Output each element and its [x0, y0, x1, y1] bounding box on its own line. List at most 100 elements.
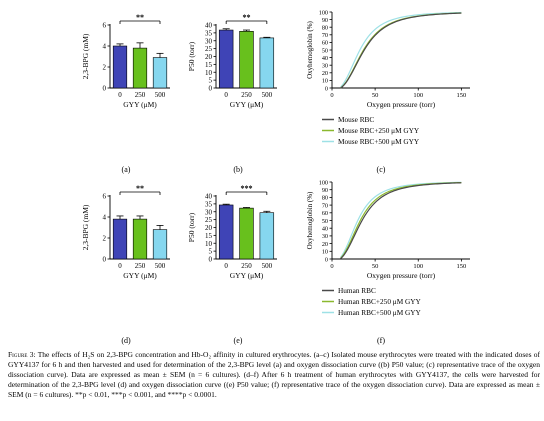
- y-tick-label: 15: [205, 61, 213, 69]
- y-tick-label: 4: [103, 43, 107, 51]
- panel-a-bpg-mouse: 0 2 4 6 0 250 500 ** GYY (μM) 2,3-BPG (mM): [81, 13, 170, 109]
- significance-label: **: [243, 13, 251, 22]
- legend-entry: Mouse RBC: [338, 115, 374, 124]
- y-tick-label: 35: [205, 29, 213, 37]
- y-tick-label: 40: [205, 22, 213, 30]
- x-tick-label: 150: [457, 92, 467, 99]
- y-tick-label: 0: [209, 256, 213, 264]
- legend-entry: Mouse RBC+250 μM GYY: [338, 126, 420, 135]
- x-axis-title: GYY (μM): [123, 271, 157, 280]
- y-tick-label: 20: [322, 70, 328, 77]
- caption-text: The effects of H₂S on 2,3-BPG concentrat…: [8, 350, 540, 399]
- panel-label-b: (b): [233, 165, 243, 174]
- y-tick-label: 6: [103, 193, 107, 201]
- y-tick-label: 4: [103, 214, 107, 222]
- y-tick-label: 70: [322, 32, 328, 39]
- y-tick-label: 100: [319, 179, 328, 186]
- y-tick-label: 35: [205, 200, 213, 208]
- y-tick-label: 0: [103, 85, 107, 93]
- y-tick-label: 60: [322, 210, 328, 217]
- figure-caption: Figure 3: The effects of H₂S on 2,3-BPG …: [8, 350, 540, 400]
- x-axis-title: GYY (μM): [230, 100, 264, 109]
- x-axis-title: GYY (μM): [123, 100, 157, 109]
- significance-label: **: [136, 13, 144, 22]
- x-axis-title: GYY (μM): [230, 271, 264, 280]
- y-tick-label: 20: [322, 241, 328, 248]
- x-tick-label: 500: [155, 262, 166, 270]
- y-tick-label: 30: [322, 63, 328, 70]
- caption-lead: Figure 3:: [8, 350, 36, 359]
- bar: [259, 37, 275, 89]
- y-tick-label: 15: [205, 232, 213, 240]
- curve-series: [340, 181, 462, 259]
- y-tick-label: 10: [322, 249, 328, 256]
- panel-label-d: (d): [121, 336, 131, 345]
- y-tick-label: 2: [103, 235, 107, 243]
- curve-series: [340, 181, 462, 258]
- legend-entry: Human RBC+250 μM GYY: [338, 297, 422, 306]
- y-tick-label: 30: [205, 37, 213, 45]
- y-tick-label: 80: [322, 195, 328, 202]
- y-axis-title: Oxyhemoglobin (%): [306, 20, 314, 78]
- curve-series: [340, 182, 462, 260]
- curve-series: [340, 12, 462, 89]
- panel-d-bpg-human: 0 2 4 6 0 250 500 ** GYY (μM) 2,3-BPG (mM): [81, 184, 170, 280]
- y-tick-label: 20: [205, 53, 213, 61]
- x-tick-label: 0: [118, 91, 122, 99]
- x-tick-label: 0: [118, 262, 122, 270]
- x-tick-label: 0: [330, 263, 333, 270]
- x-tick-label: 0: [224, 262, 228, 270]
- x-tick-label: 150: [457, 263, 467, 270]
- bar: [218, 29, 234, 89]
- x-tick-label: 500: [155, 91, 166, 99]
- curve-series: [340, 12, 462, 89]
- y-tick-label: 10: [205, 240, 213, 248]
- y-tick-label: 90: [322, 187, 328, 194]
- bar: [239, 207, 254, 260]
- y-tick-label: 40: [322, 226, 328, 233]
- y-tick-label: 6: [103, 22, 107, 30]
- y-tick-label: 30: [322, 233, 328, 240]
- y-tick-label: 25: [205, 216, 213, 224]
- y-tick-label: 50: [322, 47, 328, 54]
- x-axis-title: Oxygen pressure (torr): [367, 271, 436, 280]
- y-tick-label: 0: [209, 85, 213, 93]
- legend-entry: Human RBC+500 μM GYY: [338, 308, 422, 317]
- y-tick-label: 90: [322, 17, 328, 24]
- y-axis-title: 2,3-BPG (mM): [81, 204, 90, 250]
- y-tick-label: 25: [205, 45, 213, 53]
- bar: [152, 57, 168, 89]
- y-tick-label: 10: [205, 69, 213, 77]
- x-tick-label: 500: [262, 91, 273, 99]
- y-tick-label: 5: [209, 77, 213, 85]
- y-tick-label: 2: [103, 64, 107, 72]
- y-tick-label: 0: [325, 85, 328, 92]
- bar: [112, 218, 128, 260]
- significance-label: **: [136, 184, 144, 193]
- legend-entry: Human RBC: [338, 286, 376, 295]
- y-axis-title: 2,3-BPG (mM): [81, 33, 90, 79]
- x-tick-label: 250: [241, 262, 252, 270]
- x-tick-label: 250: [135, 91, 146, 99]
- panel-label-c: (c): [377, 165, 386, 174]
- y-tick-label: 10: [322, 78, 328, 85]
- y-tick-label: 80: [322, 25, 328, 32]
- legend-entry: Mouse RBC+500 μM GYY: [338, 137, 420, 146]
- bar: [112, 45, 128, 89]
- x-tick-label: 0: [330, 92, 333, 99]
- y-tick-label: 0: [325, 256, 328, 263]
- x-tick-label: 50: [372, 263, 379, 270]
- bar: [239, 30, 254, 89]
- bar: [132, 218, 148, 260]
- panel-label-e: (e): [234, 336, 243, 345]
- x-axis-title: Oxygen pressure (torr): [367, 100, 436, 109]
- y-tick-label: 100: [319, 9, 328, 16]
- y-tick-label: 20: [205, 224, 213, 232]
- y-tick-label: 40: [322, 55, 328, 62]
- y-axis-title: P50 (torr): [187, 41, 196, 71]
- panel-label-f: (f): [377, 336, 385, 345]
